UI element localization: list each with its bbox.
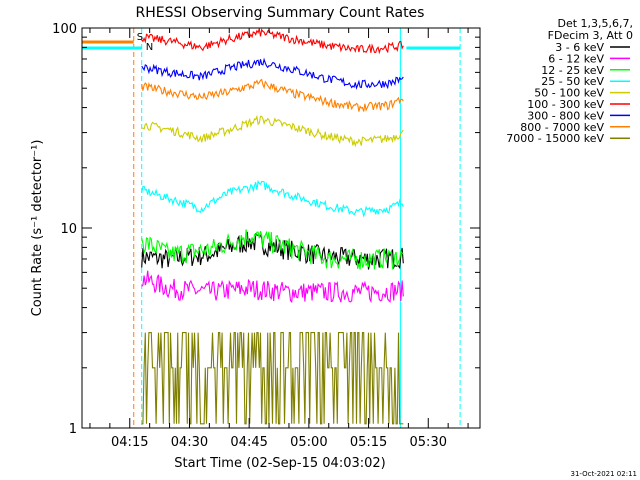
x-tick-label: 04:15 (111, 435, 148, 450)
series-line-8 (141, 332, 404, 425)
x-axis-label: Start Time (02-Sep-15 04:03:02) (174, 456, 385, 471)
x-tick-label: 05:00 (290, 435, 327, 450)
legend-header-line2: FDecim 3, Att 0 (548, 29, 633, 42)
plot-area: SN 1 10 100 04:15 04:30 04:45 05:00 05:15 05:30 (52, 22, 481, 450)
legend-label: 7000 - 15000 keV (506, 132, 604, 145)
legend: Det 1,3,5,6,7, FDecim 3, Att 0 3 - 6 keV… (506, 17, 633, 145)
legend-label: 800 - 7000 keV (520, 121, 604, 134)
series-line-1 (141, 270, 404, 304)
legend-label: 50 - 100 keV (534, 87, 604, 100)
legend-label: 25 - 50 keV (541, 75, 604, 88)
series-line-2 (141, 229, 404, 271)
legend-label: 12 - 25 keV (541, 64, 604, 77)
legend-label: 100 - 300 keV (527, 98, 604, 111)
series-line-3 (141, 179, 404, 218)
x-tick-label: 04:30 (171, 435, 208, 450)
legend-header-line1: Det 1,3,5,6,7, (557, 17, 633, 30)
series-line-5 (141, 28, 404, 55)
x-tick-label: 04:45 (230, 435, 267, 450)
legend-label: 6 - 12 keV (548, 52, 604, 65)
y-tick-label: 10 (60, 222, 77, 237)
timestamp: 31-Oct-2021 02:11 (571, 470, 637, 478)
legend-label: 300 - 800 keV (527, 109, 604, 122)
series-line-4 (141, 114, 404, 148)
y-tick-label: 100 (52, 22, 77, 37)
night-marker: N (146, 42, 153, 53)
legend-label: 3 - 6 keV (555, 41, 604, 54)
series-line-7 (141, 78, 404, 112)
chart-title: RHESSI Observing Summary Count Rates (136, 5, 425, 21)
saa-marker: S (137, 32, 143, 43)
x-tick-label: 05:30 (410, 435, 447, 450)
x-tick-label: 05:15 (350, 435, 387, 450)
series-line-6 (141, 57, 404, 90)
y-axis-label: Count Rate (s⁻¹ detector⁻¹) (30, 140, 45, 317)
y-tick-label: 1 (69, 422, 77, 437)
